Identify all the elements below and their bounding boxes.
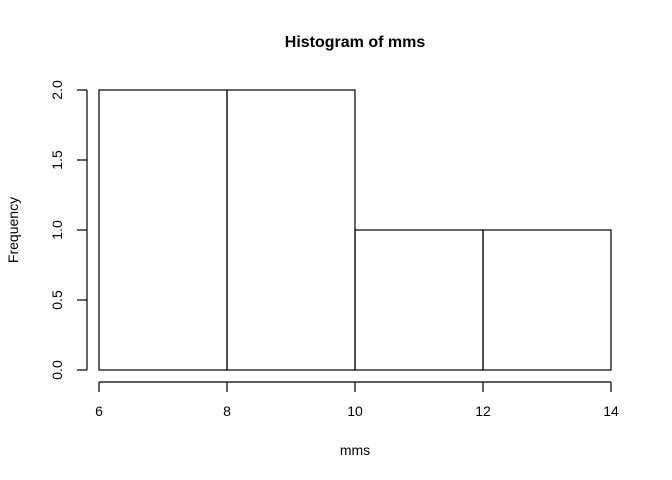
y-tick-label: 1.5 (49, 150, 65, 170)
x-tick-label: 14 (603, 403, 619, 419)
x-tick-label: 12 (475, 403, 491, 419)
histogram-bar-4 (482, 229, 612, 371)
x-tick-label: 10 (347, 403, 363, 419)
x-axis-ticks: 6 8 10 12 14 (95, 382, 619, 419)
chart-title: Histogram of mms (285, 34, 426, 51)
y-tick-label: 0.0 (49, 360, 65, 380)
y-tick-label: 2.0 (49, 80, 65, 100)
histogram-bar-3 (354, 229, 484, 371)
x-axis-label: mms (340, 442, 370, 458)
histogram-bar-1 (98, 89, 228, 371)
histogram-bars (98, 89, 612, 371)
y-axis-ticks: 0.0 0.5 1.0 1.5 2.0 (49, 80, 87, 380)
y-tick-label: 0.5 (49, 290, 65, 310)
histogram-bar-2 (226, 89, 356, 371)
x-tick-label: 8 (223, 403, 231, 419)
x-tick-label: 6 (95, 403, 103, 419)
y-axis-label: Frequency (5, 197, 21, 263)
y-tick-label: 1.0 (49, 220, 65, 240)
